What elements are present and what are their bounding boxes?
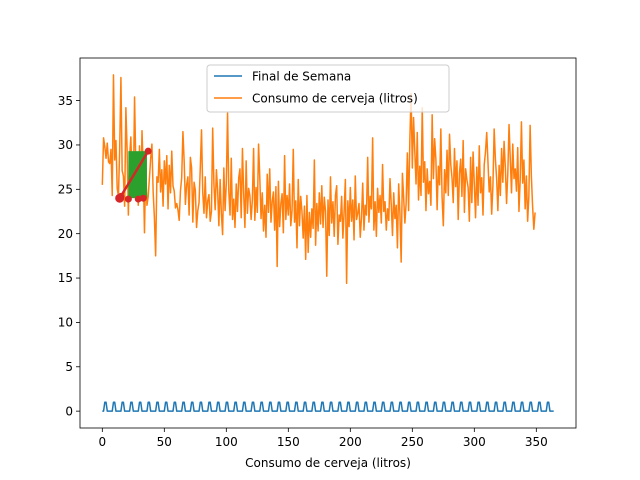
x-tick-label: 250 bbox=[401, 435, 424, 449]
segment-marker bbox=[139, 194, 147, 202]
series-line-1 bbox=[102, 401, 554, 412]
y-tick-label: 5 bbox=[65, 360, 73, 374]
y-tick-label: 35 bbox=[58, 94, 73, 108]
x-axis-ticks: 0 50 100 150 200 250 300 350 bbox=[98, 428, 548, 449]
x-tick-label: 200 bbox=[339, 435, 362, 449]
series-line-2 bbox=[101, 74, 536, 285]
legend-box bbox=[206, 64, 450, 113]
x-tick-label: 0 bbox=[98, 435, 106, 449]
segment-marker bbox=[144, 147, 152, 155]
x-tick-label: 150 bbox=[277, 435, 300, 449]
y-tick-label: 25 bbox=[58, 183, 73, 197]
y-tick-label: 0 bbox=[65, 404, 73, 418]
trend-segment bbox=[118, 150, 150, 199]
axes-frame bbox=[79, 57, 577, 429]
y-tick-label: 30 bbox=[58, 138, 73, 152]
x-axis-label: Consumo de cerveja (litros) bbox=[245, 456, 411, 470]
y-tick-label: 15 bbox=[58, 271, 73, 285]
y-axis-ticks: 0 5 10 15 20 25 30 35 bbox=[58, 94, 80, 418]
y-tick-label: 20 bbox=[58, 227, 73, 241]
plot-content bbox=[101, 74, 554, 412]
legend-entry-label: Final de Semana bbox=[252, 69, 351, 83]
x-tick-label: 50 bbox=[157, 435, 172, 449]
legend-entry-label: Consumo de cerveja (litros) bbox=[252, 91, 418, 105]
segment-marker bbox=[124, 195, 132, 203]
y-tick-label: 10 bbox=[58, 316, 73, 330]
x-tick-label: 100 bbox=[215, 435, 238, 449]
segment-marker bbox=[117, 192, 125, 200]
legend: Final de Semana Consumo de cerveja (litro… bbox=[206, 64, 450, 113]
x-tick-label: 350 bbox=[525, 435, 548, 449]
x-tick-label: 300 bbox=[463, 435, 486, 449]
